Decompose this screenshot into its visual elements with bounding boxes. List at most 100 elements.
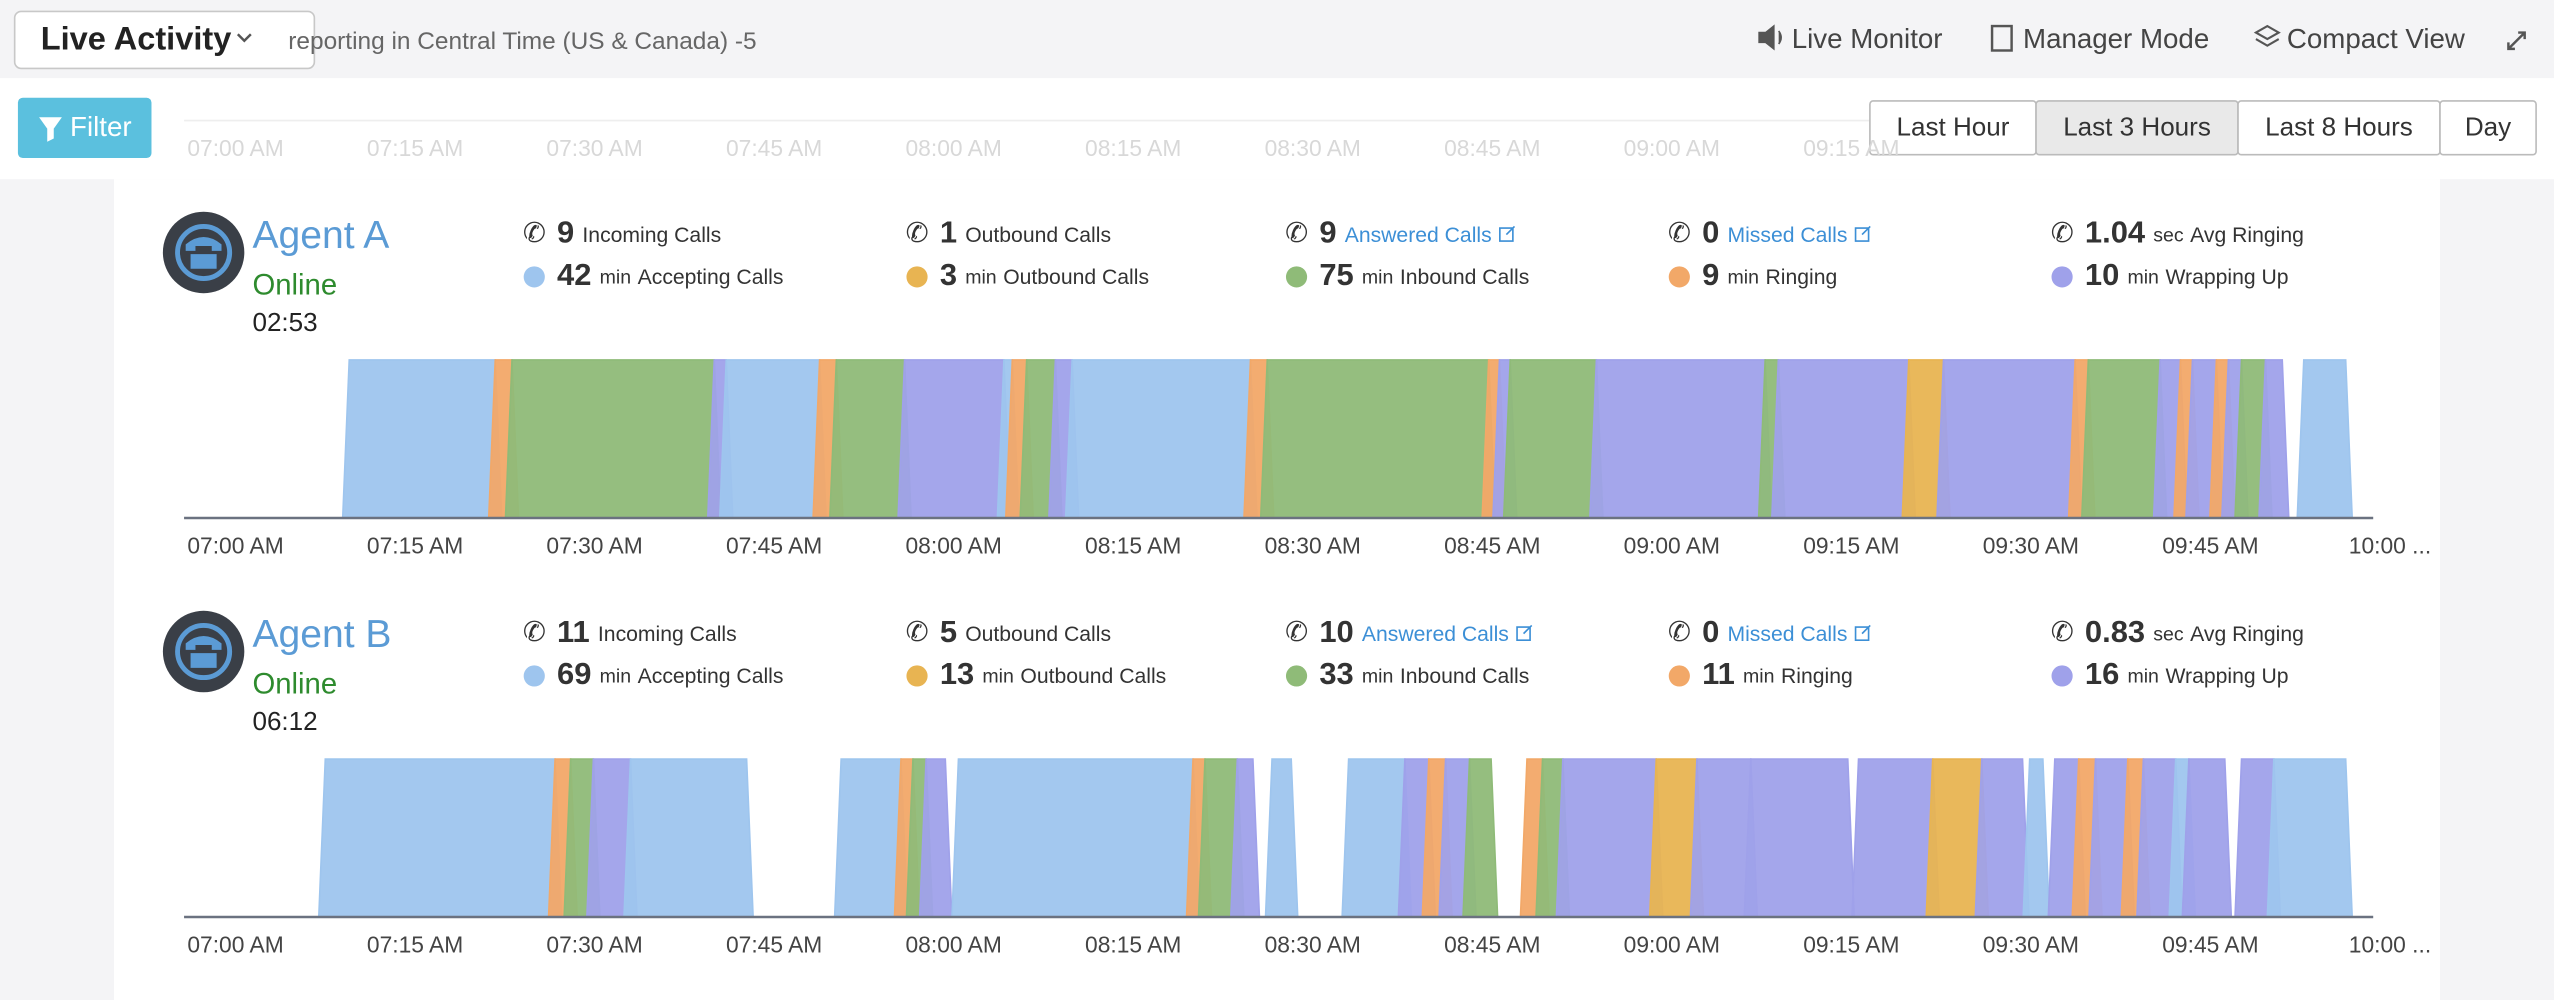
stat-label: Avg Ringing: [2190, 224, 2304, 247]
x-tick-label: 09:30 AM: [1983, 532, 2079, 558]
stat-link[interactable]: Missed Calls: [1727, 623, 1847, 646]
filter-button[interactable]: [17, 97, 152, 158]
stat-label: Inbound Calls: [1400, 665, 1529, 688]
sticky-tick-label: 07:00 AM: [187, 135, 283, 161]
external-link-icon[interactable]: [1854, 624, 1871, 641]
stat-link[interactable]: Missed Calls: [1727, 224, 1847, 247]
call-icon: ✆: [523, 217, 546, 248]
stat-number: 1: [940, 215, 957, 250]
nav-link[interactable]: Compact View: [2287, 23, 2466, 54]
stat-number: 11: [1702, 656, 1735, 691]
stat-link[interactable]: Answered Calls: [1362, 623, 1509, 646]
x-tick-label: 08:15 AM: [1085, 532, 1181, 558]
x-tick-label: 08:00 AM: [906, 931, 1002, 957]
stat-number: 0.83: [2085, 614, 2145, 649]
view-dropdown[interactable]: [13, 10, 316, 70]
agent-status: Online: [252, 667, 337, 700]
speaker-icon: [1758, 24, 1782, 51]
stat-label: Ringing: [1765, 266, 1837, 289]
sticky-tick-label: 09:15 AM: [1803, 135, 1899, 161]
x-tick-label: 09:45 AM: [2162, 532, 2258, 558]
stat-number: 10: [1319, 614, 1353, 649]
stat-number: 1.04: [2085, 215, 2146, 250]
filter-icon: [39, 117, 62, 142]
sticky-tick-label: 07:30 AM: [546, 135, 642, 161]
stat-number: 13: [940, 656, 974, 691]
x-tick-label: 09:30 AM: [1983, 931, 2079, 957]
activity-segment: [918, 758, 953, 918]
expand-icon[interactable]: [2507, 31, 2526, 51]
stat-unit: min: [1727, 267, 1758, 289]
activity-segment: [1555, 758, 1664, 918]
stat-unit: min: [2127, 267, 2158, 289]
sticky-tick-label: 07:15 AM: [367, 135, 463, 161]
sticky-tick-label: 07:45 AM: [726, 135, 822, 161]
range-button[interactable]: [2439, 100, 2537, 156]
activity-segment: [951, 758, 1201, 918]
x-tick-label: 07:00 AM: [187, 532, 283, 558]
stat-label: Ringing: [1781, 665, 1853, 688]
external-link-icon[interactable]: [1516, 624, 1533, 641]
avatar-phone: [185, 236, 222, 269]
nav-link[interactable]: Manager Mode: [2023, 23, 2209, 54]
range-label[interactable]: Last 3 Hours: [2063, 112, 2211, 142]
stat-label: Inbound Calls: [1400, 266, 1529, 289]
range-label[interactable]: Day: [2465, 112, 2511, 142]
stat-unit: min: [982, 666, 1013, 688]
activity-segment: [1743, 758, 1856, 918]
x-tick-label: 09:15 AM: [1803, 931, 1899, 957]
stat-unit: min: [1362, 666, 1393, 688]
stat-label: Outbound Calls: [965, 623, 1111, 646]
activity-segment: [1502, 359, 1604, 519]
activity-segment: [1064, 359, 1258, 519]
activity-segment: [623, 758, 754, 918]
agent-name[interactable]: Agent B: [252, 613, 391, 656]
stat-number: 10: [2085, 257, 2119, 292]
call-icon: ✆: [1668, 616, 1691, 647]
x-tick-label: 09:00 AM: [1624, 532, 1720, 558]
x-tick-label: 10:00 ...: [2349, 931, 2431, 957]
x-tick-label: 07:30 AM: [546, 931, 642, 957]
activity-segment: [1589, 359, 1773, 519]
activity-segment: [341, 359, 503, 519]
activity-segment: [2296, 359, 2354, 519]
agent-name[interactable]: Agent A: [252, 214, 389, 257]
stat-number: 9: [1702, 257, 1719, 292]
call-icon: ✆: [1285, 217, 1308, 248]
stat-label: Outbound Calls: [1003, 266, 1149, 289]
nav-link[interactable]: Live Monitor: [1792, 23, 1943, 54]
avatar-ring: [175, 623, 233, 681]
external-link-icon[interactable]: [1854, 225, 1871, 242]
stat-label: Avg Ringing: [2190, 623, 2304, 646]
call-icon: ✆: [523, 616, 546, 647]
filter-label[interactable]: Filter: [70, 111, 132, 142]
stat-link[interactable]: Answered Calls: [1345, 224, 1492, 247]
activity-segment: [897, 359, 1012, 519]
x-tick-label: 08:30 AM: [1265, 931, 1361, 957]
page-title[interactable]: Live Activity: [41, 20, 232, 56]
legend-dot: [1668, 266, 1690, 288]
call-icon: ✆: [1285, 616, 1308, 647]
layers-icon: [2253, 24, 2281, 47]
timezone-note: reporting in Central Time (US & Canada) …: [288, 28, 756, 55]
activity-segment: [1851, 758, 1941, 918]
stat-number: 33: [1319, 656, 1353, 691]
range-label[interactable]: Last Hour: [1896, 112, 2009, 142]
stat-label: Wrapping Up: [2165, 266, 2288, 289]
call-icon: ✆: [2051, 616, 2074, 647]
stat-label: Incoming Calls: [598, 623, 737, 646]
stat-number: 9: [557, 215, 574, 250]
activity-segment: [1264, 758, 1299, 918]
range-label[interactable]: Last 8 Hours: [2265, 112, 2413, 142]
legend-dot: [1668, 665, 1690, 687]
activity-segment: [1462, 758, 1499, 918]
x-tick-label: 08:15 AM: [1085, 931, 1181, 957]
x-tick-label: 07:45 AM: [726, 931, 822, 957]
call-icon: ✆: [2051, 217, 2074, 248]
x-tick-label: 08:30 AM: [1265, 532, 1361, 558]
legend-dot: [523, 665, 545, 687]
avatar-phone: [185, 636, 222, 668]
external-link-icon[interactable]: [1499, 225, 1516, 242]
sticky-tick-label: 08:15 AM: [1085, 135, 1181, 161]
